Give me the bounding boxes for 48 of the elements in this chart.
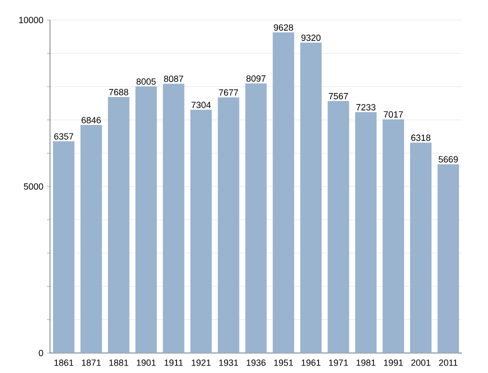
data-label: 8097 xyxy=(246,75,266,82)
data-label: 7304 xyxy=(192,102,211,108)
bar xyxy=(245,83,267,353)
x-tick-label: 1911 xyxy=(164,360,183,366)
x-tick-label: 1971 xyxy=(329,360,348,366)
bar xyxy=(218,97,240,353)
data-label: 6357 xyxy=(54,133,74,140)
bar xyxy=(108,96,130,353)
x-tick-label: 1991 xyxy=(384,360,403,366)
x-tick-label: 1861 xyxy=(54,360,74,366)
x-tick-label: 1901 xyxy=(136,360,156,366)
data-label: 7567 xyxy=(328,92,348,100)
x-tick-label: 1936 xyxy=(246,360,266,366)
data-label: 7233 xyxy=(356,104,376,110)
x-tick-label: 1951 xyxy=(274,360,293,366)
data-label: 7017 xyxy=(384,111,403,118)
data-label: 8005 xyxy=(136,78,156,85)
y-tick-label: 0 xyxy=(38,350,44,356)
y-tick-label: 5000 xyxy=(24,183,44,190)
bar xyxy=(53,141,74,353)
x-tick-label: 1871 xyxy=(82,360,101,366)
bar xyxy=(328,101,350,353)
bar xyxy=(410,142,432,353)
data-label: 6846 xyxy=(82,116,101,124)
bar xyxy=(382,119,404,353)
bar xyxy=(300,42,322,353)
data-label: 8087 xyxy=(164,76,184,82)
x-tick-label: 1961 xyxy=(302,360,320,366)
data-label: 7688 xyxy=(109,88,128,96)
x-tick-label: 1981 xyxy=(356,360,376,366)
x-tick-label: 1921 xyxy=(192,360,211,366)
data-label: 9628 xyxy=(274,24,294,31)
bar xyxy=(438,164,459,353)
x-tick-label: 1931 xyxy=(219,360,238,366)
bar xyxy=(162,84,184,353)
data-label: 6318 xyxy=(411,134,430,141)
data-label: 7677 xyxy=(219,89,238,96)
x-tick-label: 2001 xyxy=(411,360,430,366)
bar xyxy=(355,112,377,353)
bar xyxy=(190,110,212,353)
bar xyxy=(80,125,102,353)
data-label: 5669 xyxy=(438,156,458,163)
bar xyxy=(135,86,157,353)
y-tick-label: 10000 xyxy=(19,16,44,24)
x-tick-label: 1881 xyxy=(109,360,128,366)
x-tick-label: 2011 xyxy=(439,360,458,366)
bar xyxy=(272,32,294,353)
data-label: 9320 xyxy=(301,34,321,41)
